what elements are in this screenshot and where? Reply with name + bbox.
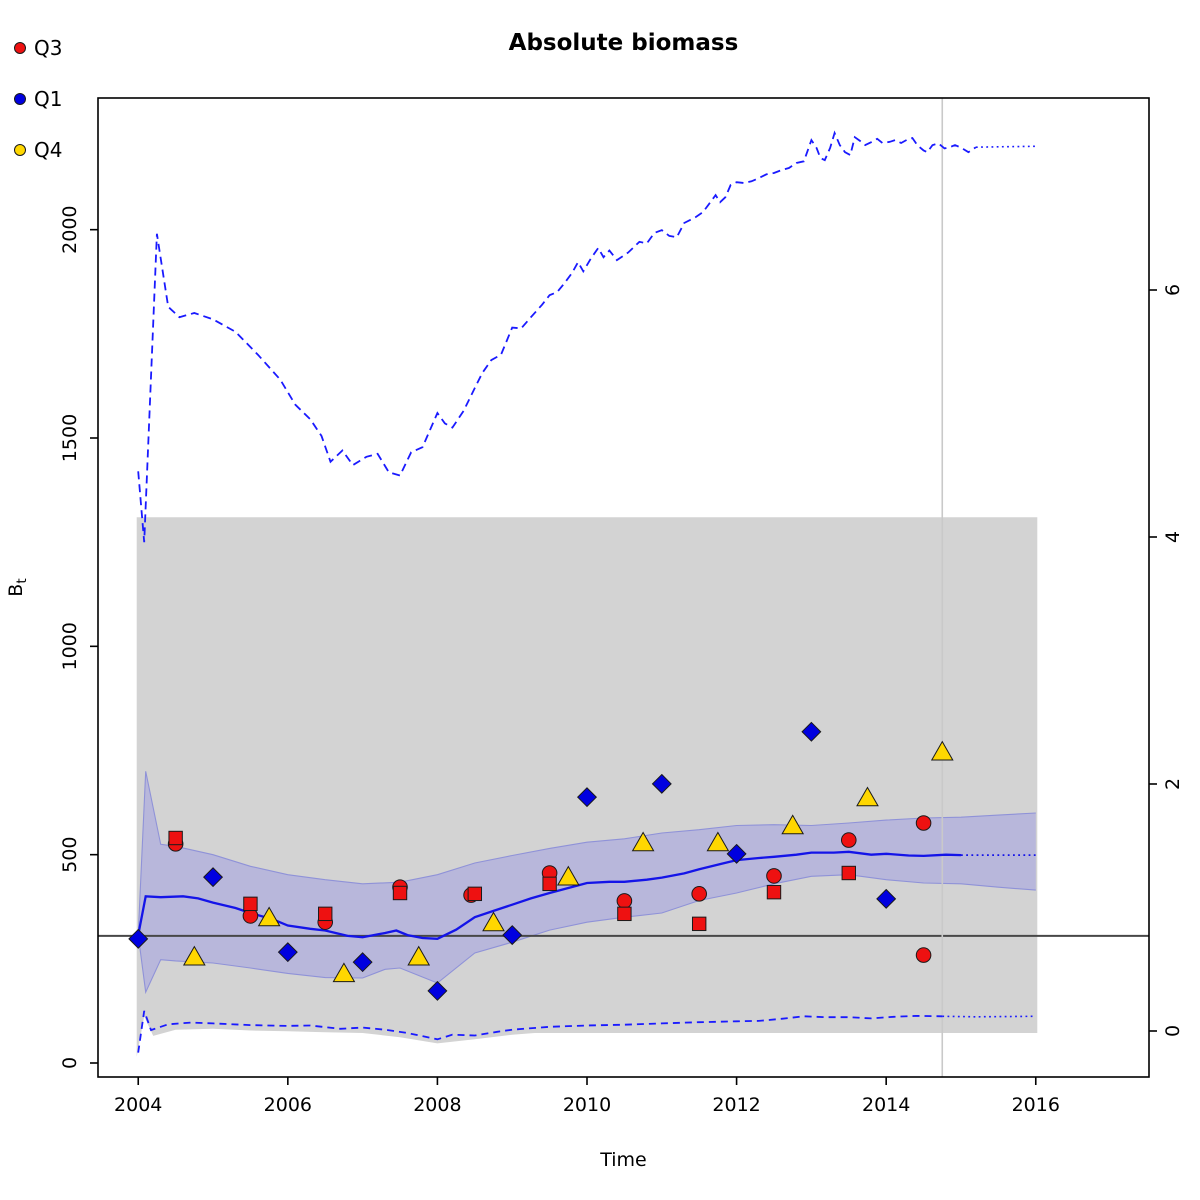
q4-point (781, 814, 805, 835)
legend-marker-icon (14, 42, 26, 54)
x-axis-tick-label: 2016 (1012, 1094, 1060, 1116)
y-axis-right-tick-label: 4 (1162, 531, 1184, 543)
x-axis-tick-label: 2012 (712, 1094, 760, 1116)
red_squares-point (168, 830, 183, 846)
legend-label: Q1 (34, 87, 63, 111)
q4-point (332, 962, 356, 983)
legend-label: Q3 (34, 36, 63, 60)
y-axis-left-tick-label: 1500 (59, 414, 81, 462)
q1-point (651, 773, 672, 794)
legend-marker-icon (14, 93, 26, 105)
q4-point (856, 786, 879, 807)
q1-point (801, 721, 822, 742)
q1-point (352, 952, 373, 973)
red_squares-point (841, 865, 856, 881)
q4-point (930, 740, 954, 761)
x-axis-tick-label: 2004 (114, 1094, 162, 1116)
x-axis-tick-label: 2014 (862, 1094, 910, 1116)
y-axis-left-tick-label: 0 (59, 1057, 81, 1069)
legend-item-q1: Q1 (14, 87, 62, 111)
red_squares-point (243, 896, 258, 912)
plot-box (97, 97, 1150, 1078)
red_squares-point (318, 906, 333, 922)
upper-quantile-line-projection (975, 145, 1036, 148)
y-axis-right-tick-label: 0 (1162, 1025, 1184, 1037)
q1-point (876, 888, 897, 909)
q1-point (203, 867, 224, 888)
legend-item-q4: Q4 (14, 138, 62, 162)
red_squares-point (467, 886, 483, 902)
y-axis-right-tick-label: 2 (1162, 778, 1184, 790)
y-axis-title: Bt (5, 578, 30, 597)
lower-quantile-line-projection (942, 1015, 1036, 1018)
plot-content (98, 98, 1149, 1077)
red_squares-point (617, 906, 632, 922)
q3-point (691, 886, 707, 902)
red_squares-point (542, 876, 557, 892)
legend-marker-icon (14, 144, 26, 156)
q4-point (631, 831, 655, 852)
red_squares-point (766, 884, 782, 900)
x-axis-tick-label: 2008 (413, 1094, 461, 1116)
lower-quantile-line (137, 1010, 943, 1053)
q3-point (616, 893, 633, 909)
q3-point (766, 868, 782, 884)
q4-point (407, 945, 431, 966)
x-axis-tick-label: 2006 (264, 1094, 312, 1116)
y-axis-left-tick-label: 2000 (59, 205, 81, 253)
x-axis-title: Time (599, 1149, 647, 1171)
q1-point (427, 980, 448, 1001)
y-axis-right-tick-label: 6 (1162, 284, 1184, 296)
q4-point (706, 831, 730, 852)
y-axis-left-tick-label: 500 (59, 837, 81, 873)
q1-point (576, 787, 598, 808)
q1-point (277, 942, 298, 963)
q1-point (128, 928, 149, 949)
q4-point (482, 911, 505, 932)
q4-point (556, 865, 580, 886)
red_squares-point (392, 885, 408, 901)
red_squares-point (691, 916, 707, 932)
upper-quantile-line (137, 130, 977, 543)
gray-uncertainty-region (136, 517, 1038, 1057)
q3-point (915, 815, 932, 831)
y-axis-left-tick-label: 1000 (59, 622, 81, 670)
chart-title: Absolute biomass (508, 30, 739, 56)
legend-label: Q4 (34, 138, 63, 162)
q1-point (502, 925, 523, 946)
q4-point (257, 906, 281, 927)
x-axis-tick-label: 2010 (563, 1094, 611, 1116)
q1-point (726, 843, 747, 864)
q3-point (840, 832, 857, 848)
legend: Q3 Q1 Q4 (14, 36, 62, 162)
q3-point (915, 947, 932, 963)
legend-item-q3: Q3 (14, 36, 62, 60)
q4-point (182, 945, 206, 966)
confidence-band-upper-edge (137, 771, 1036, 936)
